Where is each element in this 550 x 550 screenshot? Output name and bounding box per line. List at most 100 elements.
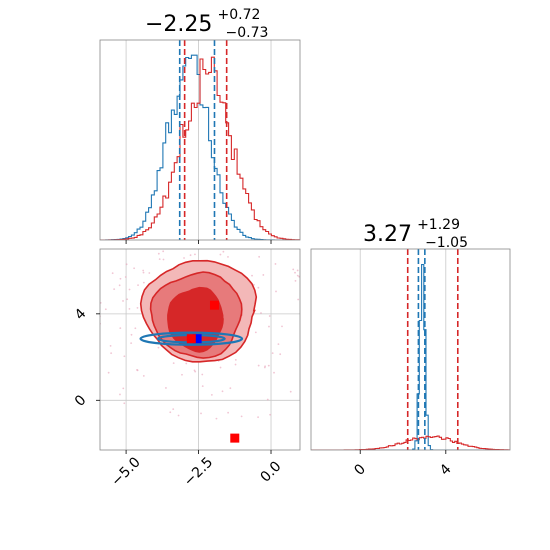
grid: [359, 249, 447, 450]
tick-label-y: 4: [72, 306, 90, 324]
scatter-point: [221, 390, 224, 393]
scatter-point: [83, 301, 85, 303]
histogram-blue: [100, 54, 300, 240]
scatter-point: [136, 369, 139, 372]
scatter-point: [165, 387, 167, 389]
scatter-point: [124, 243, 126, 245]
scatter-point: [80, 285, 82, 287]
panel-title: −2.25 +0.72 −0.73: [145, 4, 268, 41]
scatter-point: [292, 268, 295, 271]
marker-red: [209, 300, 219, 310]
scatter-point: [92, 285, 94, 287]
scatter-point: [142, 271, 145, 274]
scatter-point: [119, 393, 121, 396]
scatter-point: [297, 298, 300, 301]
scatter-point: [189, 254, 192, 257]
scatter-point: [194, 253, 196, 256]
tick-label-x: 0: [351, 461, 369, 479]
scatter-point: [124, 276, 127, 278]
scatter-point: [305, 343, 307, 345]
scatter-point: [133, 267, 136, 270]
title-lower: −1.05: [425, 235, 468, 251]
scatter-point: [278, 246, 280, 248]
scatter-point: [123, 402, 126, 405]
scatter-point: [177, 414, 180, 417]
scatter-point: [266, 398, 269, 401]
scatter-point: [267, 364, 270, 367]
scatter-point: [130, 333, 133, 336]
scatter-point: [172, 408, 175, 411]
scatter-point: [157, 252, 160, 255]
scatter-point: [258, 255, 261, 258]
scatter-point: [277, 343, 280, 346]
histogram-red: [100, 56, 300, 240]
scatter-point: [137, 284, 139, 286]
scatter-point: [257, 286, 260, 289]
scatter-point: [126, 298, 129, 301]
scatter-point: [122, 300, 124, 302]
scatter-point: [91, 347, 93, 349]
scatter-point: [130, 342, 133, 345]
scatter-point: [129, 240, 131, 242]
scatter-point: [289, 390, 292, 393]
scatter-point: [110, 352, 113, 355]
scatter-point: [185, 362, 188, 365]
scatter-point: [296, 274, 299, 277]
scatter-point: [253, 283, 255, 286]
scatter-point: [111, 272, 114, 275]
scatter-point: [109, 344, 112, 347]
scatter-point: [251, 274, 253, 277]
scatter-point: [217, 245, 219, 247]
scatter-point: [94, 363, 96, 365]
scatter-point: [119, 327, 122, 330]
scatter-point: [148, 272, 151, 274]
scatter-point: [219, 253, 222, 256]
scatter-point: [240, 415, 243, 418]
scatter-point: [254, 331, 257, 334]
scatter-point: [227, 411, 230, 414]
scatter-point: [161, 244, 163, 246]
scatter-point: [84, 322, 86, 324]
plot-area: [100, 40, 300, 240]
scatter-point: [142, 281, 145, 284]
scatter-point: [119, 277, 122, 280]
scatter-point: [122, 387, 125, 390]
panel-frame: [99, 248, 301, 451]
scatter-point: [107, 371, 110, 374]
scatter-point: [104, 308, 107, 311]
title-value: −2.25: [145, 12, 212, 37]
grid: [125, 40, 272, 240]
scatter-point: [268, 325, 270, 328]
scatter-point: [128, 288, 131, 291]
contour-blue: [139, 331, 244, 346]
scatter-point: [142, 375, 145, 377]
tick-label-x: 4: [437, 461, 455, 479]
scatter-point: [94, 255, 96, 257]
scatter-point: [123, 355, 126, 358]
scatter-point: [234, 358, 237, 361]
tick-label-x: −5.0: [108, 454, 143, 489]
scatter-point: [100, 301, 102, 304]
scatter-point: [268, 315, 271, 317]
scatter-point: [306, 374, 308, 376]
scatter-point: [183, 257, 185, 259]
scatter-point: [68, 304, 70, 306]
scatter-point: [181, 373, 183, 376]
scatter-point: [92, 352, 94, 354]
scatter-point: [162, 250, 165, 253]
scatter-point: [234, 363, 237, 366]
scatter-point: [279, 353, 282, 356]
panel-contour: −5.0 −2.5 0.0 0 4: [67, 240, 308, 490]
scatter-point: [229, 387, 232, 390]
scatter-point: [222, 250, 225, 253]
scatter-point: [142, 269, 145, 272]
scatter-point: [294, 279, 297, 282]
plot-area: [67, 240, 308, 443]
panel-background: [311, 249, 510, 450]
scatter-point: [67, 327, 69, 329]
scatter-point: [257, 364, 260, 367]
scatter-point: [210, 393, 213, 396]
scatter-point: [194, 370, 197, 373]
